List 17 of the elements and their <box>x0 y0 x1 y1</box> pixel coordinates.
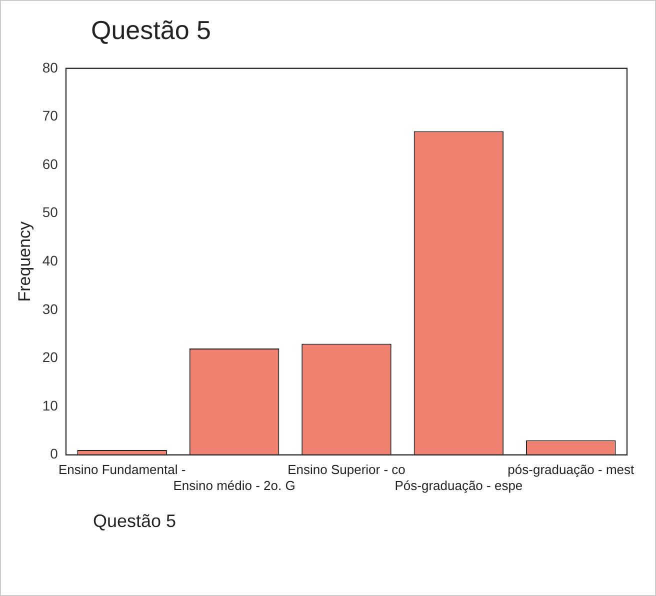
y-tick-label: 40 <box>42 252 58 268</box>
y-tick-label: 0 <box>50 446 58 462</box>
y-tick-label: 20 <box>42 349 58 366</box>
y-tick-label: 60 <box>42 156 58 172</box>
text: Questão 5 <box>93 511 176 532</box>
y-tick-label: 70 <box>42 108 58 124</box>
x-tick-label: Pós-graduação - espe <box>394 478 523 493</box>
x-tick-label: Ensino médio - 2o. G <box>173 478 296 493</box>
x-tick-label: pós-graduação - mest <box>508 462 635 478</box>
y-axis-title: Frequency <box>14 220 34 302</box>
x-tick-label: Ensino Fundamental - <box>58 462 186 478</box>
y-tick-label: 10 <box>42 397 58 414</box>
y-tick-label: 50 <box>42 204 58 220</box>
y-tick-label: 80 <box>42 59 58 76</box>
x-tick-label: Ensino Superior - co <box>288 462 406 478</box>
chart-title: Questão 5 <box>91 15 211 46</box>
y-tick-label: 30 <box>42 300 58 317</box>
